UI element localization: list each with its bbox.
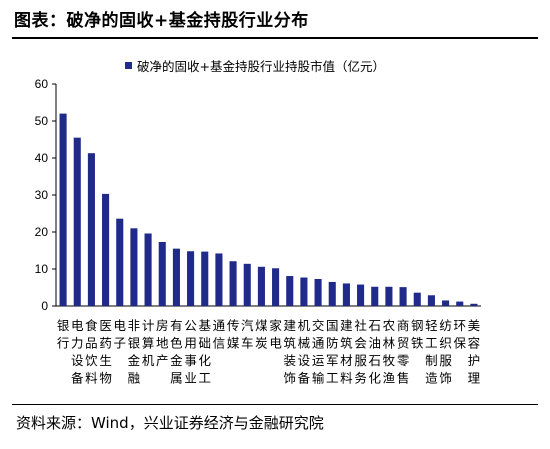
x-category-label: 建筑装饰 xyxy=(283,318,296,386)
bar xyxy=(158,241,166,306)
legend-swatch xyxy=(125,62,132,69)
page-title: 图表：破净的固收+基金持股行业分布 xyxy=(14,11,309,31)
x-category-label: 美容护理 xyxy=(468,318,481,386)
x-category-label: 有色金属 xyxy=(170,318,183,386)
y-tick-label: 0 xyxy=(41,299,48,313)
bar xyxy=(229,261,237,306)
bar-chart: 破净的固收+基金持股行业持股市值（亿元） 0 10 20 30 40 50 60 银行电力设… xyxy=(35,59,481,386)
bar xyxy=(442,300,450,306)
bar xyxy=(116,218,124,306)
x-category-label: 石油石化 xyxy=(368,318,381,386)
bar xyxy=(87,153,95,306)
bar xyxy=(300,277,308,306)
bar xyxy=(314,278,322,306)
y-tick-label: 30 xyxy=(35,188,49,202)
x-category-label: 轻工制造 xyxy=(425,318,438,386)
bar xyxy=(427,295,435,306)
x-category-label: 机械设备 xyxy=(298,318,311,386)
x-category-label: 食品饮料 xyxy=(85,318,98,386)
x-category-label: 汽车 xyxy=(241,318,254,351)
bar xyxy=(286,276,294,306)
x-category-label: 电子 xyxy=(113,318,126,351)
bar xyxy=(172,248,180,306)
x-category-label: 国防军工 xyxy=(326,318,339,386)
x-category-label: 基础化工 xyxy=(198,318,211,386)
x-category-label: 公用事业 xyxy=(184,318,197,386)
bar xyxy=(257,266,265,306)
x-category-label: 钢铁 xyxy=(411,318,424,351)
bar xyxy=(73,137,81,306)
chart-legend: 破净的固收+基金持股行业持股市值（亿元） xyxy=(125,59,385,74)
bar xyxy=(201,251,209,306)
legend-label: 破净的固收+基金持股行业持股市值（亿元） xyxy=(137,59,385,74)
bar xyxy=(470,303,478,306)
bar xyxy=(144,233,152,306)
bar xyxy=(328,281,336,306)
bar xyxy=(456,301,464,306)
bar xyxy=(215,253,223,306)
x-category-label: 传媒 xyxy=(227,318,240,351)
y-axis-ticks: 0 10 20 30 40 50 60 xyxy=(35,77,56,313)
y-tick-label: 60 xyxy=(35,77,49,91)
x-axis-category-labels: 银行电力设备食品饮料医药生物电子非银金融计算机房地产有色金属公用事业基础化工通信… xyxy=(57,318,481,386)
bar-series xyxy=(59,113,478,306)
x-category-label: 通信 xyxy=(213,318,226,351)
x-category-label: 计算机 xyxy=(142,318,155,368)
source-note: 资料来源：Wind，兴业证券经济与金融研究院 xyxy=(16,414,324,432)
y-tick-label: 20 xyxy=(35,225,49,239)
x-category-label: 煤炭 xyxy=(255,318,268,351)
bar xyxy=(130,228,138,306)
x-category-label: 环保 xyxy=(453,318,466,351)
bar xyxy=(371,286,379,306)
bar xyxy=(342,283,350,306)
x-category-label: 社会服务 xyxy=(354,318,367,386)
y-tick-label: 40 xyxy=(35,151,49,165)
title-divider xyxy=(12,37,538,39)
x-category-label: 非银金融 xyxy=(128,318,141,386)
x-category-label: 银行 xyxy=(57,318,70,351)
bar xyxy=(399,287,407,306)
bar xyxy=(187,251,195,306)
bar xyxy=(272,268,280,306)
x-category-label: 纺织服饰 xyxy=(439,318,452,386)
x-category-label: 交通运输 xyxy=(312,318,325,386)
bar xyxy=(59,113,67,306)
x-category-label: 农林牧渔 xyxy=(383,318,396,386)
x-category-label: 房地产 xyxy=(156,318,169,368)
bar xyxy=(357,284,365,306)
x-category-label: 建筑材料 xyxy=(340,318,353,386)
x-category-label: 家电 xyxy=(269,318,282,351)
bar xyxy=(102,193,110,306)
footer-divider xyxy=(12,404,538,405)
y-tick-label: 10 xyxy=(35,262,49,276)
bar xyxy=(243,263,251,306)
x-category-label: 医药生物 xyxy=(99,318,112,386)
x-category-label: 商贸零售 xyxy=(397,318,410,386)
x-category-label: 电力设备 xyxy=(71,318,84,386)
y-tick-label: 50 xyxy=(35,114,49,128)
bar xyxy=(413,292,421,306)
bar xyxy=(385,286,393,306)
